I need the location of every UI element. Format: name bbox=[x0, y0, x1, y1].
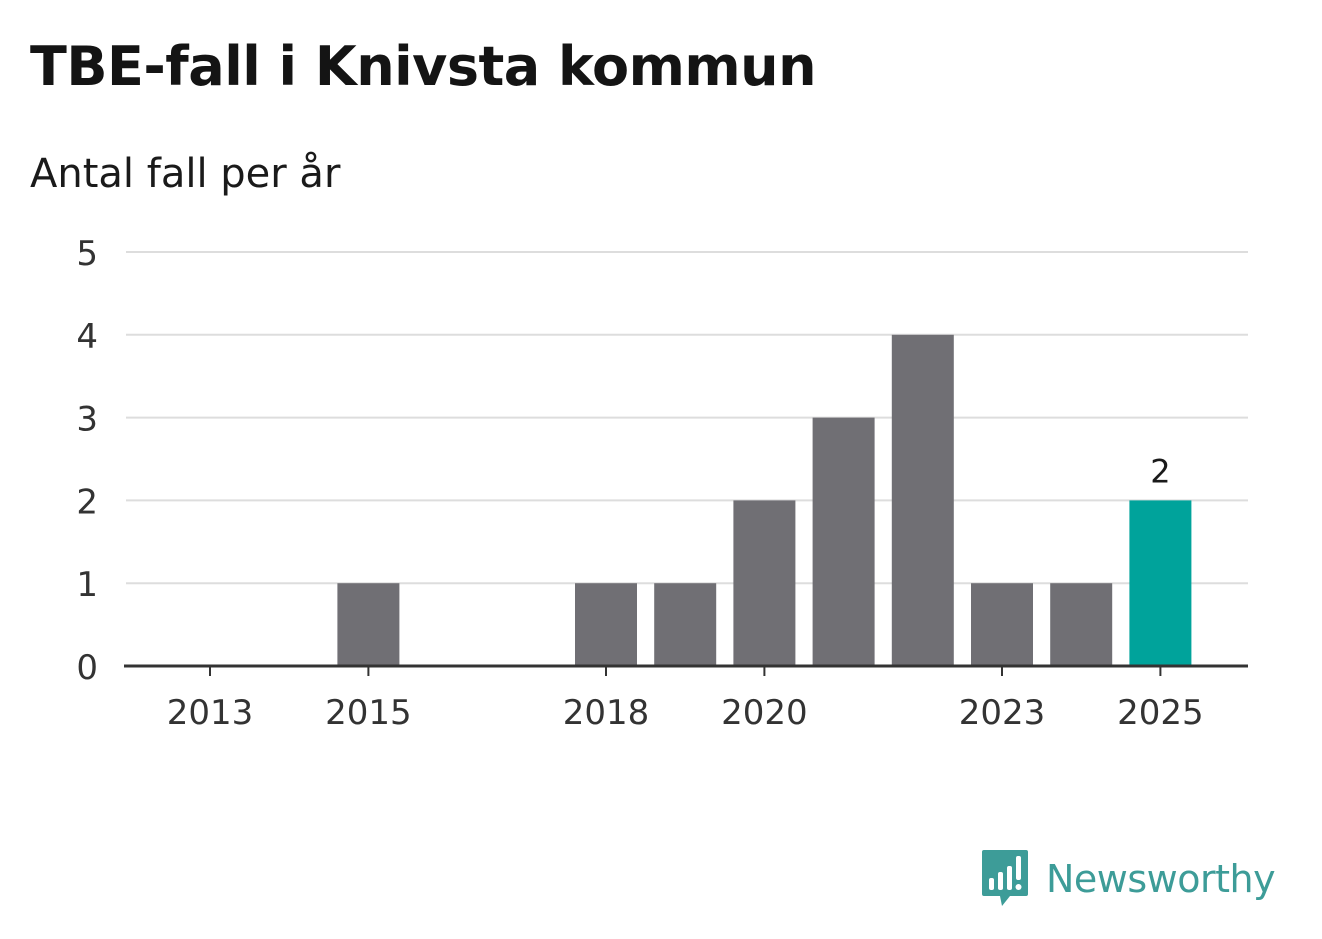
x-tick-label: 2015 bbox=[325, 693, 412, 733]
data-label: 2 bbox=[1150, 452, 1170, 490]
bar-2015 bbox=[337, 583, 400, 666]
bar-2023 bbox=[971, 583, 1033, 666]
bar-2021 bbox=[812, 417, 875, 666]
bar-2022 bbox=[891, 334, 954, 666]
x-tick-label: 2023 bbox=[959, 693, 1046, 733]
y-tick-label: 4 bbox=[76, 317, 98, 357]
x-tick-label: 2025 bbox=[1117, 693, 1204, 733]
newsworthy-logo-icon bbox=[982, 850, 1028, 906]
x-tick-label: 2018 bbox=[563, 693, 650, 733]
bar-2018 bbox=[575, 583, 637, 666]
bars bbox=[337, 334, 1192, 666]
x-axis-labels: 2013 2015 2018 2020 2023 2025 bbox=[167, 693, 1204, 733]
gridlines bbox=[126, 251, 1248, 585]
chart-title: TBE-fall i Knivsta kommun bbox=[30, 35, 817, 98]
chart-subtitle: Antal fall per år bbox=[30, 151, 341, 197]
y-tick-label: 0 bbox=[76, 648, 98, 688]
x-tick-label: 2020 bbox=[721, 693, 808, 733]
y-tick-label: 2 bbox=[76, 482, 98, 522]
y-tick-label: 1 bbox=[76, 565, 98, 605]
data-labels: 2 bbox=[1150, 452, 1170, 490]
bar-2025 bbox=[1129, 500, 1192, 666]
brand-name: Newsworthy bbox=[1046, 857, 1276, 901]
bar-2024 bbox=[1050, 583, 1113, 666]
x-tick-label: 2013 bbox=[167, 693, 254, 733]
y-tick-label: 5 bbox=[76, 234, 98, 274]
bar-2019 bbox=[654, 583, 717, 666]
bar-2020 bbox=[733, 500, 796, 666]
y-tick-label: 3 bbox=[76, 400, 98, 440]
newsworthy-logo: Newsworthy bbox=[980, 848, 1276, 910]
x-axis bbox=[124, 664, 1248, 676]
y-axis-labels: 0 1 2 3 4 5 bbox=[76, 234, 98, 688]
